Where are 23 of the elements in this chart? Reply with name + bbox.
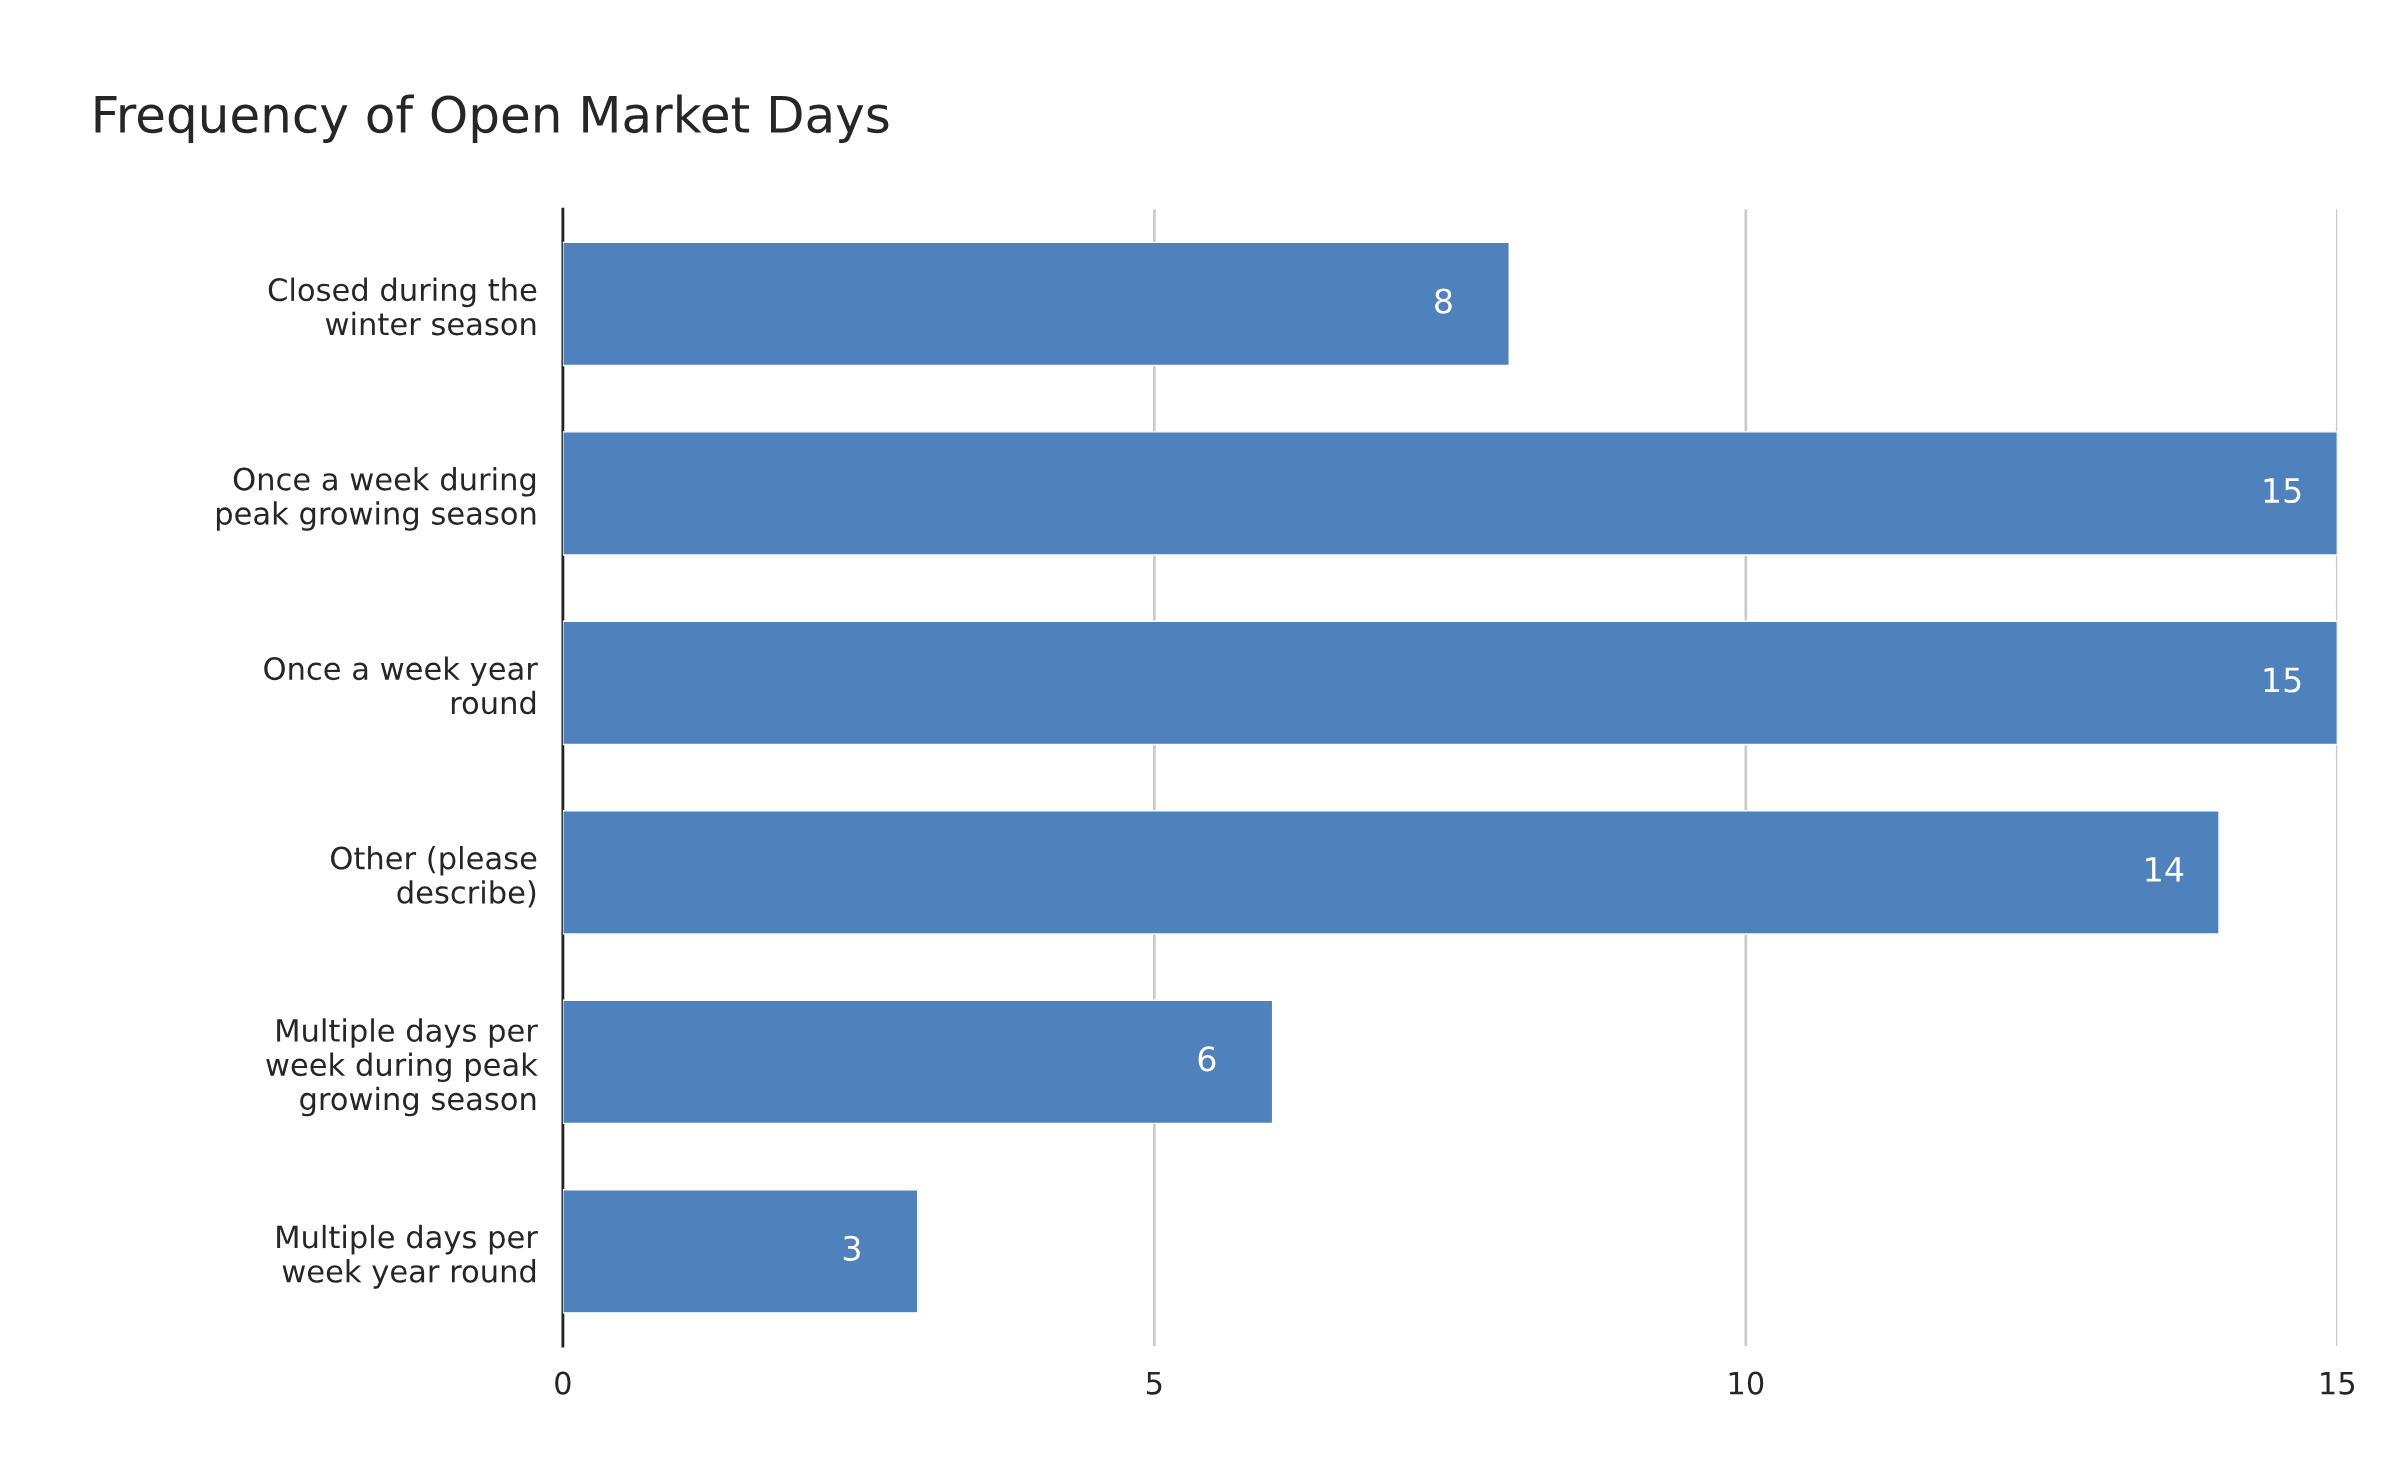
data-label: 15 [2264,667,2301,693]
y-tick-label: Multiple days per week during peak growing season [266,1018,538,1117]
x-tick-label: 10 [1729,1371,1764,1395]
bar [562,999,1274,1125]
x-tick-label: 5 [1146,1371,1162,1395]
y-tick-label: Multiple days per week year round [277,1224,538,1289]
bar [562,241,1510,367]
y-tick-label: Once a week year round [264,656,538,715]
data-label: 14 [2146,857,2184,882]
data-label: 3 [843,1235,860,1261]
data-label: 15 [2264,478,2301,504]
data-label: 6 [1198,1046,1216,1072]
data-label: 8 [1435,288,1452,314]
y-tick-label: Closed during the winter season [268,277,537,336]
x-tick-label: 15 [2321,1371,2355,1395]
bar [562,810,2220,935]
bar [562,431,2338,556]
bar [562,620,2338,746]
y-tick-label: Other (please describe) [331,845,537,908]
chart-title: Frequency of Open Market Days [95,94,889,143]
x-tick-label: 0 [555,1371,571,1395]
bar [562,1188,919,1314]
y-tick-label: Once a week during peak growing season [216,467,536,531]
